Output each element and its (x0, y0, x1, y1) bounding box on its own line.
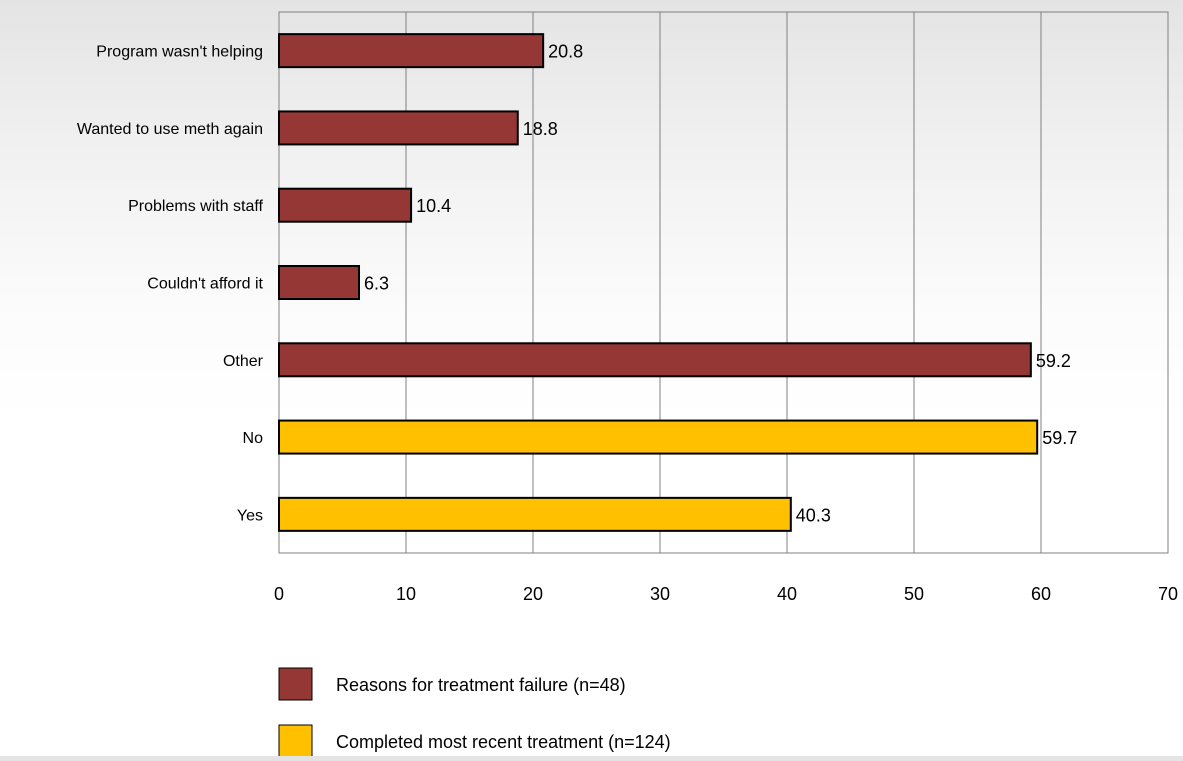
category-label: Other (223, 353, 264, 370)
bar (278, 496, 792, 532)
bars (278, 33, 1039, 532)
bar (278, 33, 545, 69)
legend-label: Reasons for treatment failure (n=48) (336, 675, 626, 695)
legend-label: Completed most recent treatment (n=124) (336, 732, 671, 752)
data-label: 59.2 (1036, 351, 1071, 371)
category-labels: Program wasn't helping Wanted to use meth… (77, 44, 264, 525)
legend-swatch (278, 667, 313, 701)
category-label: Problems with staff (128, 198, 263, 215)
x-axis-tick-labels: 0 10 20 30 40 50 60 70 (274, 584, 1178, 604)
bar (278, 187, 413, 223)
legend-swatch (278, 724, 313, 758)
value-labels: 20.8 18.8 10.4 6.3 59.2 59.7 40.3 (364, 42, 1077, 526)
plot-area-border (278, 11, 1169, 554)
x-tick-label: 30 (650, 584, 670, 604)
legend: Reasons for treatment failure (n=48) Comp… (278, 667, 671, 758)
data-label: 6.3 (364, 274, 389, 294)
category-label: Yes (237, 507, 263, 524)
data-label: 10.4 (416, 196, 451, 216)
category-label: No (243, 430, 264, 447)
data-label: 40.3 (796, 505, 831, 525)
gridlines (405, 12, 1042, 553)
data-label: 18.8 (523, 119, 558, 139)
category-label: Program wasn't helping (96, 44, 263, 61)
bar (278, 265, 361, 300)
x-tick-label: 70 (1158, 584, 1178, 604)
bar (278, 110, 519, 146)
x-tick-label: 50 (904, 584, 924, 604)
bar (278, 419, 1039, 455)
x-tick-label: 20 (523, 584, 543, 604)
x-tick-label: 0 (274, 584, 284, 604)
x-tick-label: 10 (396, 584, 416, 604)
bar (278, 342, 1032, 378)
x-tick-label: 60 (1031, 584, 1051, 604)
category-label: Couldn't afford it (147, 276, 263, 293)
data-label: 59.7 (1042, 428, 1077, 448)
data-label: 20.8 (548, 42, 583, 62)
x-tick-label: 40 (777, 584, 797, 604)
category-label: Wanted to use meth again (77, 121, 263, 138)
